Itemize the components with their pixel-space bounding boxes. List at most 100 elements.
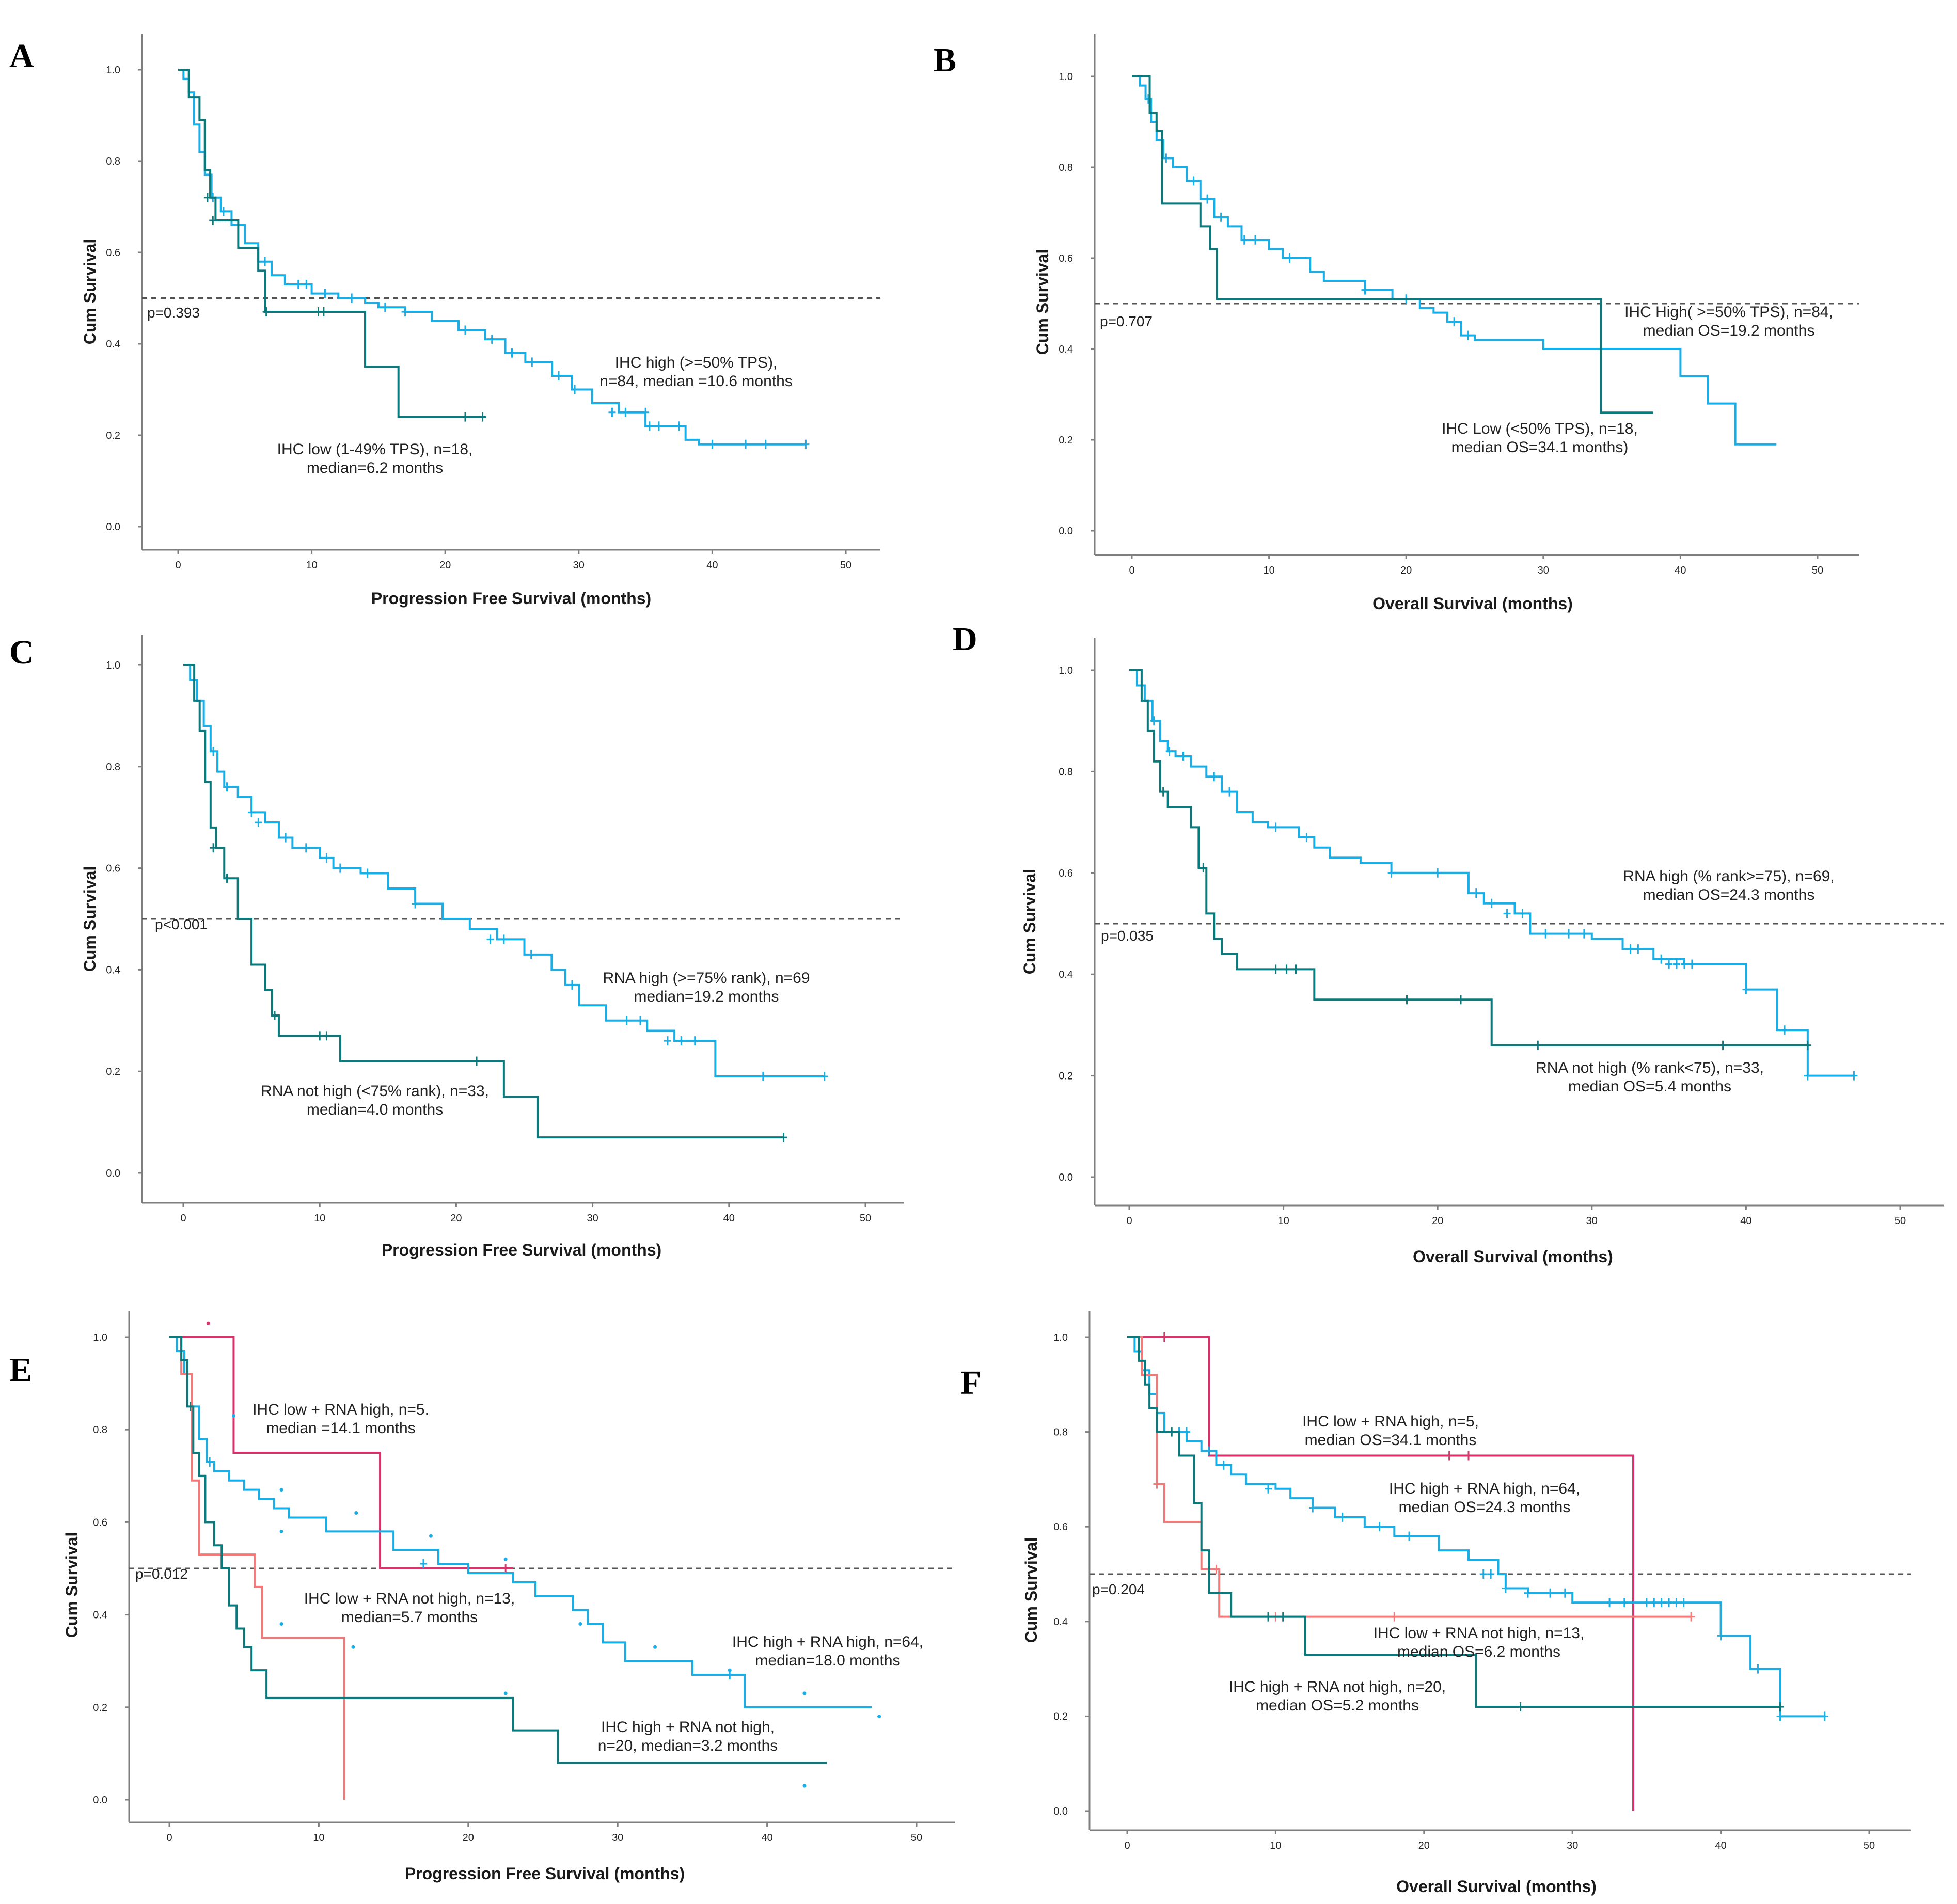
y-tick-label: 1.0: [1059, 665, 1073, 676]
series-annotation: median OS=34.1 months: [1305, 1432, 1477, 1449]
series-annotation: IHC low (1-49% TPS), n=18,: [277, 441, 473, 458]
y-tick-label: 0.2: [106, 1066, 120, 1077]
x-tick-label: 10: [314, 1213, 325, 1224]
y-tick-label: 0.6: [1053, 1521, 1068, 1533]
x-tick-label: 30: [1586, 1215, 1598, 1227]
panel-letter: F: [960, 1364, 981, 1402]
x-tick-label: 50: [1864, 1840, 1875, 1851]
y-axis-title: Cum Survival: [1022, 1537, 1040, 1643]
data-dot: [802, 1784, 807, 1788]
series-annotation: RNA high (>=75% rank), n=69: [603, 970, 810, 987]
y-axis-title: Cum Survival: [62, 1532, 81, 1638]
x-axis-title: Overall Survival (months): [1372, 594, 1573, 613]
x-tick-label: 30: [1538, 565, 1549, 576]
x-tick-label: 10: [306, 560, 317, 571]
p-value-label: p=0.035: [1101, 928, 1154, 944]
panel-f: F 0.0 0.2 0.4 0.6 0.8 1.0 0 10 20 30 40 50 Overall Su…: [960, 1311, 1911, 1896]
x-tick-label: 20: [463, 1832, 474, 1844]
x-tick-label: 40: [1715, 1840, 1726, 1851]
y-tick-label: 0.8: [106, 156, 120, 167]
y-tick-label: 0.2: [106, 430, 120, 441]
series-annotation: n=84, median =10.6 months: [599, 373, 793, 390]
y-axis-title: Cum Survival: [1033, 249, 1052, 355]
data-dot: [279, 1529, 283, 1533]
data-dot: [653, 1645, 657, 1649]
y-tick-label: 1.0: [93, 1332, 107, 1343]
series-annotation: median=18.0 months: [755, 1652, 900, 1669]
x-tick-label: 20: [1432, 1215, 1443, 1227]
y-tick-label: 1.0: [106, 660, 120, 671]
x-tick-label: 40: [723, 1213, 735, 1224]
x-tick-label: 20: [439, 560, 451, 571]
y-tick-label: 0.0: [1053, 1806, 1068, 1817]
km-curve-ihc-high-rna-not-high: [1127, 1336, 1780, 1708]
data-dot: [503, 1557, 508, 1561]
x-tick-label: 50: [1895, 1215, 1906, 1227]
x-tick-label: 30: [587, 1213, 598, 1224]
data-dot: [354, 1511, 358, 1515]
x-tick-label: 20: [450, 1213, 462, 1224]
series-annotation: IHC high + RNA high, n=64,: [1389, 1480, 1580, 1497]
y-tick-label: 0.6: [106, 863, 120, 875]
x-tick-label: 50: [860, 1213, 871, 1224]
series-annotation: median=6.2 months: [307, 459, 443, 477]
x-tick-label: 30: [1567, 1840, 1578, 1851]
data-dot: [206, 1321, 210, 1325]
km-curve-ihc-low-rna-high: [1127, 1336, 1635, 1811]
data-dot: [429, 1534, 433, 1538]
y-tick-label: 0.6: [106, 247, 120, 259]
y-tick-label: 0.4: [106, 339, 120, 350]
data-dot: [279, 1622, 283, 1626]
km-curve-rna-high: [183, 664, 825, 1078]
series-annotation: RNA not high (% rank<75), n=33,: [1536, 1059, 1764, 1076]
series-annotation: median OS=24.3 months: [1399, 1499, 1571, 1516]
x-tick-label: 0: [166, 1832, 172, 1844]
series-annotation: IHC low + RNA high, n=5.: [252, 1401, 429, 1418]
y-axis-title: Cum Survival: [81, 239, 99, 345]
km-curve-ihc-low-rna-high: [169, 1336, 513, 1569]
x-tick-label: 50: [840, 560, 851, 571]
y-tick-label: 0.6: [93, 1517, 107, 1528]
km-curve-ihc-low-rna-not-high: [1127, 1336, 1692, 1618]
y-tick-label: 0.2: [1059, 435, 1073, 446]
series-annotation: IHC low + RNA high, n=5,: [1302, 1413, 1479, 1430]
p-value-label: p=0.204: [1092, 1581, 1145, 1597]
x-axis-title: Progression Free Survival (months): [371, 589, 651, 608]
x-tick-label: 50: [1812, 565, 1823, 576]
series-annotation: median=19.2 months: [634, 988, 779, 1005]
panel-c: C 0.0 0.2 0.4 0.6 0.8 1.0 0 10 20 30 40 50 Progressio…: [9, 633, 904, 1259]
y-tick-label: 0.0: [106, 1168, 120, 1179]
y-tick-label: 0.0: [106, 521, 120, 533]
panel-letter: D: [953, 621, 977, 658]
x-tick-label: 20: [1400, 565, 1412, 576]
x-tick-label: 40: [706, 560, 718, 571]
series-annotation: IHC high + RNA not high, n=20,: [1229, 1678, 1446, 1695]
x-tick-label: 40: [1740, 1215, 1751, 1227]
series-annotation: IHC low + RNA not high, n=13,: [304, 1590, 515, 1607]
panel-e: E 0.0 0.2 0.4 0.6 0.8 1.0 0 10 20 30 40 50 Progressio…: [9, 1311, 955, 1883]
x-tick-label: 10: [313, 1832, 324, 1844]
y-axis-title: Cum Survival: [81, 866, 99, 972]
data-dot: [802, 1691, 807, 1695]
panel-letter: B: [934, 41, 956, 79]
p-value-label: p<0.001: [155, 916, 208, 932]
panel-letter: E: [9, 1351, 32, 1389]
y-tick-label: 0.6: [1059, 868, 1073, 879]
x-tick-label: 30: [573, 560, 585, 571]
p-value-label: p=0.707: [1100, 313, 1153, 329]
y-axis-title: Cum Survival: [1020, 869, 1039, 975]
p-value-label: p=0.012: [135, 1566, 188, 1582]
series-annotation: IHC high + RNA not high,: [601, 1719, 775, 1736]
series-annotation: median OS=19.2 months: [1643, 322, 1815, 339]
y-tick-label: 0.2: [1059, 1071, 1073, 1082]
x-axis-title: Progression Free Survival (months): [405, 1864, 685, 1883]
series-annotation: RNA not high (<75% rank), n=33,: [261, 1083, 489, 1100]
series-annotation: median OS=5.2 months: [1256, 1697, 1419, 1714]
x-tick-label: 0: [1129, 565, 1134, 576]
series-annotation: IHC High( >=50% TPS), n=84,: [1624, 304, 1833, 321]
x-axis-title: Overall Survival (months): [1396, 1877, 1597, 1896]
series-annotation: median OS=6.2 months: [1397, 1643, 1560, 1660]
series-annotation: median=4.0 months: [307, 1101, 443, 1118]
x-tick-label: 20: [1418, 1840, 1430, 1851]
